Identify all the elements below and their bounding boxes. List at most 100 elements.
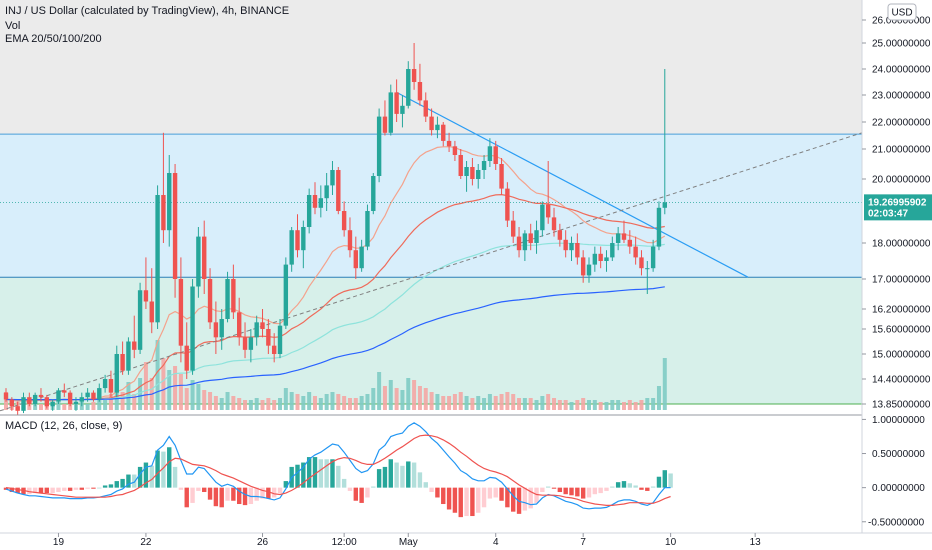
candle-body — [301, 227, 305, 250]
volume-bar — [622, 402, 626, 410]
volume-bar — [500, 394, 504, 410]
macd-histogram-bar — [155, 451, 159, 488]
candle-body — [319, 198, 323, 208]
volume-bar — [348, 398, 352, 410]
macd-histogram-bar — [622, 481, 626, 488]
volume-bar — [284, 388, 288, 410]
macd-histogram-bar — [254, 488, 258, 501]
candle-body — [56, 390, 60, 401]
volume-bar — [511, 394, 515, 410]
candle-body — [120, 354, 124, 371]
volume-bar — [226, 392, 230, 410]
volume-bar — [558, 400, 562, 410]
volume-bar — [412, 380, 416, 410]
volume-bar — [272, 400, 276, 410]
macd-histogram-bar — [389, 459, 393, 487]
candle-body — [74, 402, 78, 404]
candle-body — [424, 100, 428, 116]
macd-histogram-bar — [616, 482, 620, 487]
candle-body — [389, 92, 393, 132]
chart-title[interactable]: INJ / US Dollar (calculated by TradingVi… — [5, 5, 289, 17]
macd-histogram-bar — [424, 482, 428, 487]
candle-body — [383, 117, 387, 133]
candle-body — [266, 329, 270, 346]
macd-histogram-bar — [633, 485, 637, 487]
candle-body — [563, 240, 567, 250]
candle-body — [587, 265, 591, 276]
candle-body — [103, 379, 107, 388]
macd-legend[interactable]: MACD (12, 26, close, 9) — [5, 420, 122, 432]
candle-body — [610, 243, 614, 257]
macd-panel — [0, 415, 932, 550]
volume-bar — [645, 398, 649, 410]
volume-bar — [296, 394, 300, 410]
volume-bar — [535, 400, 539, 410]
candle-body — [208, 279, 212, 322]
candle-body — [616, 233, 620, 243]
candle-body — [97, 388, 101, 399]
candle-body — [575, 243, 579, 257]
candle-body — [371, 176, 375, 211]
macd-histogram-bar — [377, 469, 381, 488]
macd-histogram-bar — [103, 485, 107, 487]
volume-bar — [360, 396, 364, 410]
candle-body — [348, 230, 352, 250]
candle-body — [85, 393, 89, 398]
volume-bar — [482, 398, 486, 410]
candle-body — [150, 302, 154, 323]
candle-body — [552, 217, 556, 230]
macd-histogram-bar — [429, 488, 433, 492]
volume-bar — [249, 400, 253, 410]
candle-body — [179, 279, 183, 346]
candle-body — [359, 247, 363, 269]
candle-body — [494, 146, 498, 164]
volume-bar — [610, 400, 614, 410]
candle-body — [581, 257, 585, 275]
macd-histogram-bar — [120, 479, 124, 488]
candle-body — [4, 393, 8, 400]
candle-body — [126, 342, 130, 371]
macd-histogram-bar — [266, 488, 270, 499]
volume-bar — [552, 398, 556, 410]
candle-body — [598, 254, 602, 261]
candle-body — [225, 279, 229, 319]
candle-body — [237, 312, 241, 337]
candle-body — [453, 146, 457, 155]
last-price-tag: 19.2699590202:03:47 — [864, 194, 932, 220]
macd-histogram-bar — [231, 488, 235, 501]
macd-histogram-bar — [359, 488, 363, 503]
volume-bar — [657, 386, 661, 410]
candle-body — [558, 230, 562, 240]
candle-body — [470, 167, 474, 179]
volume-bar — [307, 392, 311, 410]
volume-bar — [39, 404, 43, 410]
volume-bar — [196, 384, 200, 410]
volume-legend[interactable]: Vol — [5, 20, 20, 32]
macd-histogram-bar — [488, 488, 492, 499]
macd-histogram-bar — [190, 488, 194, 503]
price-tick-label: 17.00000000 — [872, 275, 931, 286]
volume-bar — [465, 396, 469, 410]
time-tick-label: 19 — [53, 537, 65, 548]
macd-histogram-bar — [62, 488, 66, 491]
macd-histogram-bar — [470, 488, 474, 516]
candle-body — [534, 230, 538, 243]
candle-body — [220, 319, 224, 337]
macd-histogram-bar — [214, 488, 218, 507]
macd-histogram-bar — [115, 481, 119, 488]
volume-bar — [319, 398, 323, 410]
candle-body — [529, 233, 533, 243]
candle-body — [441, 125, 445, 141]
candle-body — [313, 195, 317, 208]
candle-body — [33, 395, 37, 404]
candle-body — [50, 402, 54, 407]
ema-legend[interactable]: EMA 20/50/100/200 — [5, 33, 102, 45]
macd-tick-label: -0.50000000 — [868, 517, 925, 528]
volume-bar — [266, 398, 270, 410]
candle-body — [260, 322, 264, 329]
macd-histogram-bar — [336, 466, 340, 488]
last-price-value: 19.26995902 — [868, 197, 927, 208]
volume-bar — [354, 398, 358, 410]
volume-bar — [663, 358, 667, 410]
